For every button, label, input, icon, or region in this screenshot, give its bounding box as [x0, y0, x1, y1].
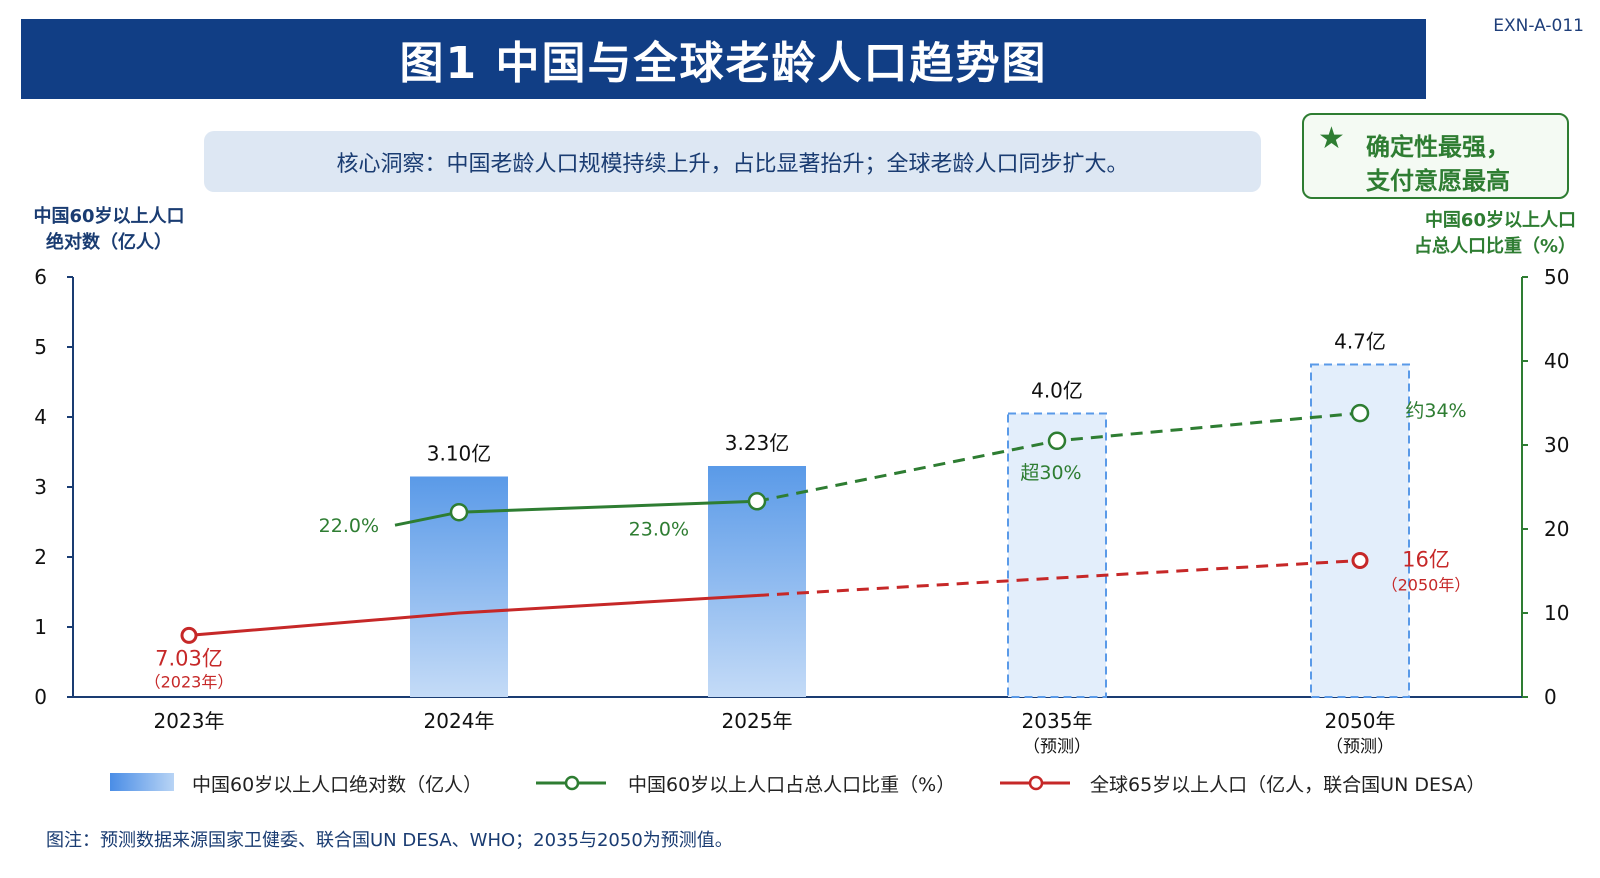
left-tick-label: 4 [34, 405, 47, 429]
x-tick-label: 2050年 [1325, 709, 1396, 733]
right-tick-label: 10 [1544, 601, 1569, 625]
bar-label: 3.10亿 [427, 442, 492, 466]
global-sublabel-start: （2023年） [145, 672, 234, 691]
share-point [1350, 403, 1370, 423]
left-tick-label: 1 [34, 615, 47, 639]
right-axis-label-line-1: 中国60岁以上人口 [1424, 210, 1576, 231]
share-label: 约34% [1405, 400, 1466, 422]
global-label-start: 7.03亿 [155, 646, 223, 670]
legend-bar-label: 中国60岁以上人口绝对数（亿人） [192, 774, 483, 796]
left-axis-label-line-1: 中国60岁以上人口 [33, 206, 185, 227]
insight-text: 核心洞察：中国老龄人口规模持续上升，占比显著抬升；全球老龄人口同步扩大。 [336, 151, 1129, 177]
x-tick-label: 2025年 [722, 709, 793, 733]
legend-green-label: 中国60岁以上人口占总人口比重（%） [628, 774, 956, 796]
x-tick-label: 2035年 [1022, 709, 1093, 733]
x-tick-sublabel: （预测） [1326, 737, 1394, 757]
share-point [747, 492, 767, 511]
share-label: 23.0% [629, 518, 689, 540]
legend-red-swatch [1000, 775, 1070, 791]
page-title: 图1 中国与全球老龄人口趋势图 [399, 38, 1048, 89]
global-point [180, 626, 198, 644]
badge-line-2: 支付意愿最高 [1366, 167, 1510, 195]
right-axis-label: 中国60岁以上人口 占总人口比重（%） [1376, 208, 1576, 260]
bar-label: 4.0亿 [1031, 379, 1083, 403]
right-tick-label: 0 [1544, 685, 1557, 709]
certainty-badge: ★ 确定性最强， 支付意愿最高 [1302, 113, 1569, 199]
global-point [1351, 552, 1369, 569]
left-axis-label-line-2: 绝对数（亿人） [46, 232, 172, 253]
x-tick-sublabel: （预测） [1023, 737, 1091, 757]
bar-label: 4.7亿 [1334, 330, 1386, 354]
right-tick-label: 40 [1544, 349, 1569, 373]
badge-line-1: 确定性最强， [1366, 133, 1510, 161]
global-line-projected [756, 559, 1361, 597]
share-label: 超30% [1020, 462, 1081, 484]
global-label-end: 16亿 [1402, 548, 1450, 572]
title-banner: 图1 中国与全球老龄人口趋势图 [21, 19, 1426, 99]
right-tick-label: 30 [1544, 433, 1569, 457]
legend-red-label: 全球65岁以上人口（亿人，联合国UN DESA） [1090, 774, 1486, 796]
left-tick-label: 0 [34, 685, 47, 709]
x-tick-label: 2024年 [424, 709, 495, 733]
left-tick-label: 5 [34, 335, 47, 359]
bar-label: 3.23亿 [725, 431, 790, 455]
right-tick-label: 50 [1544, 265, 1569, 289]
figure-code: EXN-A-011 [1493, 16, 1584, 36]
left-axis-label: 中国60岁以上人口 绝对数（亿人） [24, 204, 194, 256]
right-axis-label-line-2: 占总人口比重（%） [1413, 236, 1576, 257]
share-point [449, 502, 469, 522]
insight-box: 核心洞察：中国老龄人口规模持续上升，占比显著抬升；全球老龄人口同步扩大。 [204, 131, 1261, 192]
star-icon: ★ [1318, 121, 1345, 156]
share-line-solid [458, 499, 758, 514]
share-line-leadin [394, 510, 460, 527]
footnote: 图注：预测数据来源国家卫健委、联合国UN DESA、WHO；2035与2050为… [46, 830, 733, 851]
share-label: 22.0% [319, 515, 379, 537]
x-tick-label: 2023年 [154, 709, 225, 733]
left-tick-label: 2 [34, 545, 47, 569]
share-point [1047, 431, 1067, 451]
bar [1007, 412, 1107, 698]
global-sublabel-end: （2050年） [1382, 576, 1471, 595]
left-tick-label: 6 [34, 265, 47, 289]
legend-green-swatch [536, 775, 606, 791]
left-tick-label: 3 [34, 475, 47, 499]
legend-bar-swatch [110, 773, 174, 791]
right-tick-label: 20 [1544, 517, 1569, 541]
global-line-solid [188, 594, 758, 637]
legend: 中国60岁以上人口绝对数（亿人） 中国60岁以上人口占总人口比重（%） 全球65… [0, 770, 1600, 800]
